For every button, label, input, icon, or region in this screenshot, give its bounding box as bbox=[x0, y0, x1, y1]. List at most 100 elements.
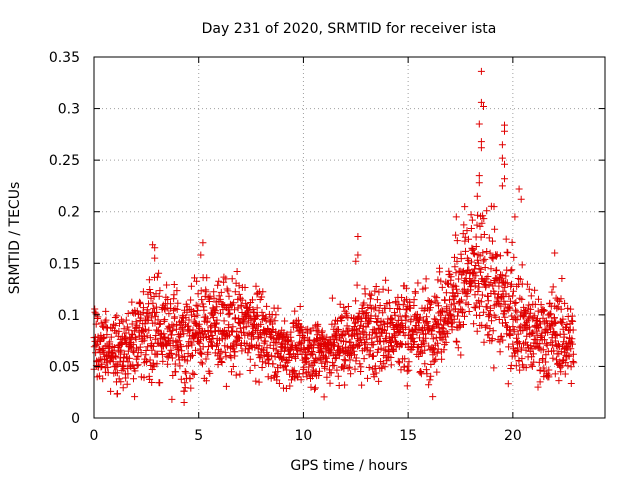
data-point bbox=[206, 369, 214, 377]
data-point bbox=[477, 67, 485, 75]
data-point bbox=[217, 358, 225, 365]
data-point bbox=[525, 285, 533, 293]
data-point bbox=[302, 354, 310, 362]
data-point bbox=[498, 141, 506, 149]
data-point bbox=[366, 347, 374, 355]
data-point bbox=[97, 319, 105, 327]
data-point bbox=[109, 358, 117, 366]
data-point bbox=[249, 296, 256, 304]
data-point bbox=[517, 322, 525, 330]
data-point bbox=[489, 327, 497, 335]
data-point bbox=[235, 282, 243, 290]
data-point bbox=[102, 316, 110, 324]
data-point bbox=[151, 254, 159, 262]
data-point bbox=[539, 346, 547, 354]
data-point bbox=[467, 225, 475, 232]
data-point bbox=[447, 301, 455, 309]
data-point bbox=[477, 298, 485, 306]
data-point bbox=[215, 277, 223, 285]
data-point bbox=[189, 351, 196, 359]
data-point bbox=[226, 309, 234, 317]
data-point bbox=[363, 335, 371, 343]
data-point bbox=[502, 272, 510, 280]
data-point bbox=[189, 369, 197, 377]
data-point bbox=[288, 353, 296, 361]
data-point bbox=[130, 375, 137, 383]
data-point bbox=[567, 345, 575, 353]
data-point bbox=[143, 358, 150, 366]
data-point bbox=[168, 354, 176, 362]
data-point bbox=[125, 354, 133, 362]
x-tick-label: 10 bbox=[295, 428, 313, 444]
data-point bbox=[472, 243, 480, 250]
data-point bbox=[387, 354, 395, 361]
data-point bbox=[440, 346, 448, 354]
data-point bbox=[393, 339, 401, 347]
data-point bbox=[527, 292, 535, 300]
data-point bbox=[263, 302, 271, 310]
data-point bbox=[352, 354, 360, 362]
data-point bbox=[259, 288, 267, 296]
data-point bbox=[194, 290, 202, 298]
data-point bbox=[475, 120, 483, 128]
data-point bbox=[528, 362, 536, 370]
data-point bbox=[244, 349, 252, 357]
data-point bbox=[447, 273, 455, 281]
data-point bbox=[522, 364, 530, 372]
data-point bbox=[551, 249, 559, 257]
data-point bbox=[193, 277, 201, 285]
data-point bbox=[396, 340, 404, 347]
data-point bbox=[546, 299, 554, 307]
data-point bbox=[255, 378, 263, 386]
data-point bbox=[176, 362, 184, 370]
data-point bbox=[161, 316, 169, 324]
data-point bbox=[228, 275, 236, 283]
data-point bbox=[551, 314, 558, 322]
data-point bbox=[416, 315, 423, 323]
data-point bbox=[353, 281, 361, 289]
data-point bbox=[537, 301, 545, 309]
data-point bbox=[155, 292, 163, 300]
data-point bbox=[202, 313, 209, 321]
data-point bbox=[226, 300, 234, 308]
data-point bbox=[430, 348, 438, 356]
data-point bbox=[510, 253, 518, 261]
data-point bbox=[111, 322, 119, 330]
data-point bbox=[403, 382, 411, 390]
data-point bbox=[346, 356, 354, 364]
data-point bbox=[173, 305, 181, 313]
data-point bbox=[470, 270, 478, 278]
data-point bbox=[198, 350, 206, 358]
data-point bbox=[244, 308, 251, 316]
data-point bbox=[229, 363, 237, 370]
data-point bbox=[111, 352, 119, 360]
y-tick-label: 0.25 bbox=[49, 153, 80, 169]
y-tick-label: 0.05 bbox=[49, 359, 80, 375]
data-point bbox=[229, 323, 237, 331]
data-point bbox=[453, 237, 461, 245]
data-point bbox=[119, 384, 127, 392]
data-point bbox=[181, 368, 189, 375]
chart-title: Day 231 of 2020, SRMTID for receiver ist… bbox=[202, 21, 497, 37]
data-point bbox=[480, 231, 488, 238]
data-point bbox=[512, 306, 519, 314]
data-point bbox=[400, 363, 408, 371]
data-point bbox=[291, 307, 299, 315]
data-point bbox=[502, 319, 509, 327]
data-point bbox=[180, 330, 188, 338]
data-point bbox=[518, 355, 526, 363]
data-point bbox=[197, 350, 205, 357]
data-point bbox=[358, 381, 366, 389]
data-point bbox=[510, 287, 517, 295]
data-point bbox=[204, 293, 212, 301]
data-point bbox=[360, 355, 368, 363]
data-point bbox=[548, 288, 556, 296]
data-point bbox=[539, 307, 547, 315]
data-point bbox=[434, 276, 442, 284]
data-point bbox=[484, 273, 492, 280]
data-point bbox=[453, 338, 461, 346]
data-point bbox=[351, 351, 358, 359]
data-point bbox=[454, 312, 461, 320]
data-point bbox=[320, 393, 328, 401]
data-point bbox=[382, 329, 390, 337]
